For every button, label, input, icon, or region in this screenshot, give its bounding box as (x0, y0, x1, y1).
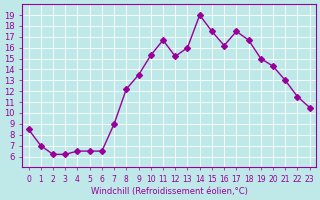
X-axis label: Windchill (Refroidissement éolien,°C): Windchill (Refroidissement éolien,°C) (91, 187, 248, 196)
